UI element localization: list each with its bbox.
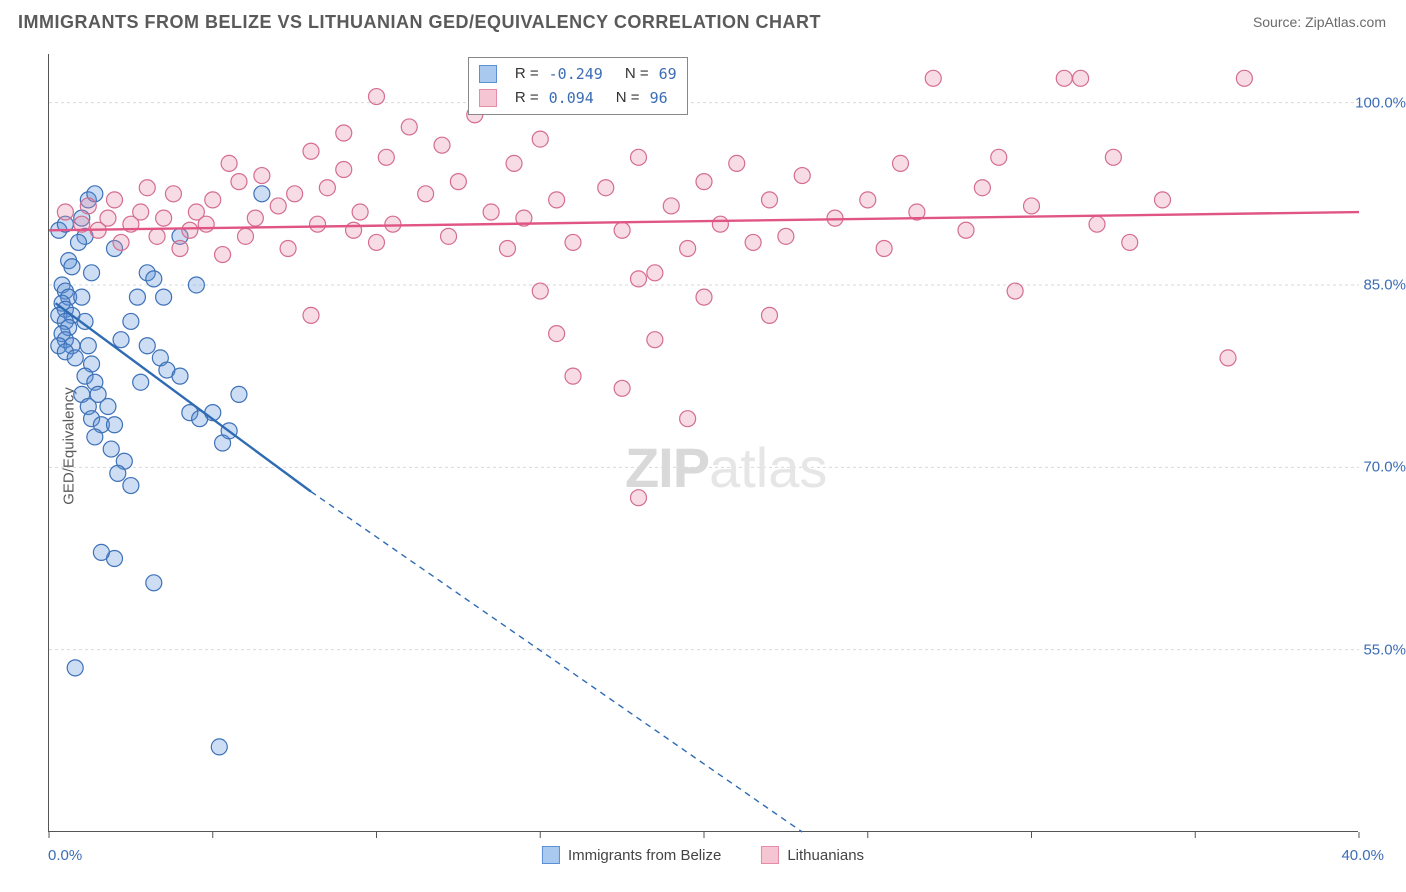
y-tick-label: 100.0% — [1355, 94, 1406, 111]
x-tick-min: 0.0% — [48, 847, 82, 864]
stats-legend-box: R =-0.249 N =69R = 0.094 N =96 — [468, 57, 688, 115]
legend-swatch — [479, 65, 497, 83]
plot-area: R =-0.249 N =69R = 0.094 N =96 ZIPatlas … — [48, 54, 1358, 832]
x-tick-max: 40.0% — [1341, 847, 1384, 864]
legend-swatch — [761, 846, 779, 864]
y-tick-label: 70.0% — [1363, 459, 1406, 476]
legend-label: Immigrants from Belize — [568, 847, 721, 864]
bottom-legend: Immigrants from Belize Lithuanians — [542, 846, 864, 864]
legend-swatch — [479, 89, 497, 107]
chart-svg — [49, 54, 1358, 831]
chart-title: IMMIGRANTS FROM BELIZE VS LITHUANIAN GED… — [18, 12, 821, 33]
legend-swatch — [542, 846, 560, 864]
y-tick-label: 55.0% — [1363, 641, 1406, 658]
stats-row: R = 0.094 N =96 — [479, 86, 677, 110]
y-tick-label: 85.0% — [1363, 276, 1406, 293]
chart-container: IMMIGRANTS FROM BELIZE VS LITHUANIAN GED… — [0, 0, 1406, 892]
legend-item: Immigrants from Belize — [542, 846, 721, 864]
stats-row: R =-0.249 N =69 — [479, 62, 677, 86]
source-label: Source: ZipAtlas.com — [1253, 14, 1386, 30]
legend-item: Lithuanians — [761, 846, 864, 864]
legend-label: Lithuanians — [787, 847, 864, 864]
